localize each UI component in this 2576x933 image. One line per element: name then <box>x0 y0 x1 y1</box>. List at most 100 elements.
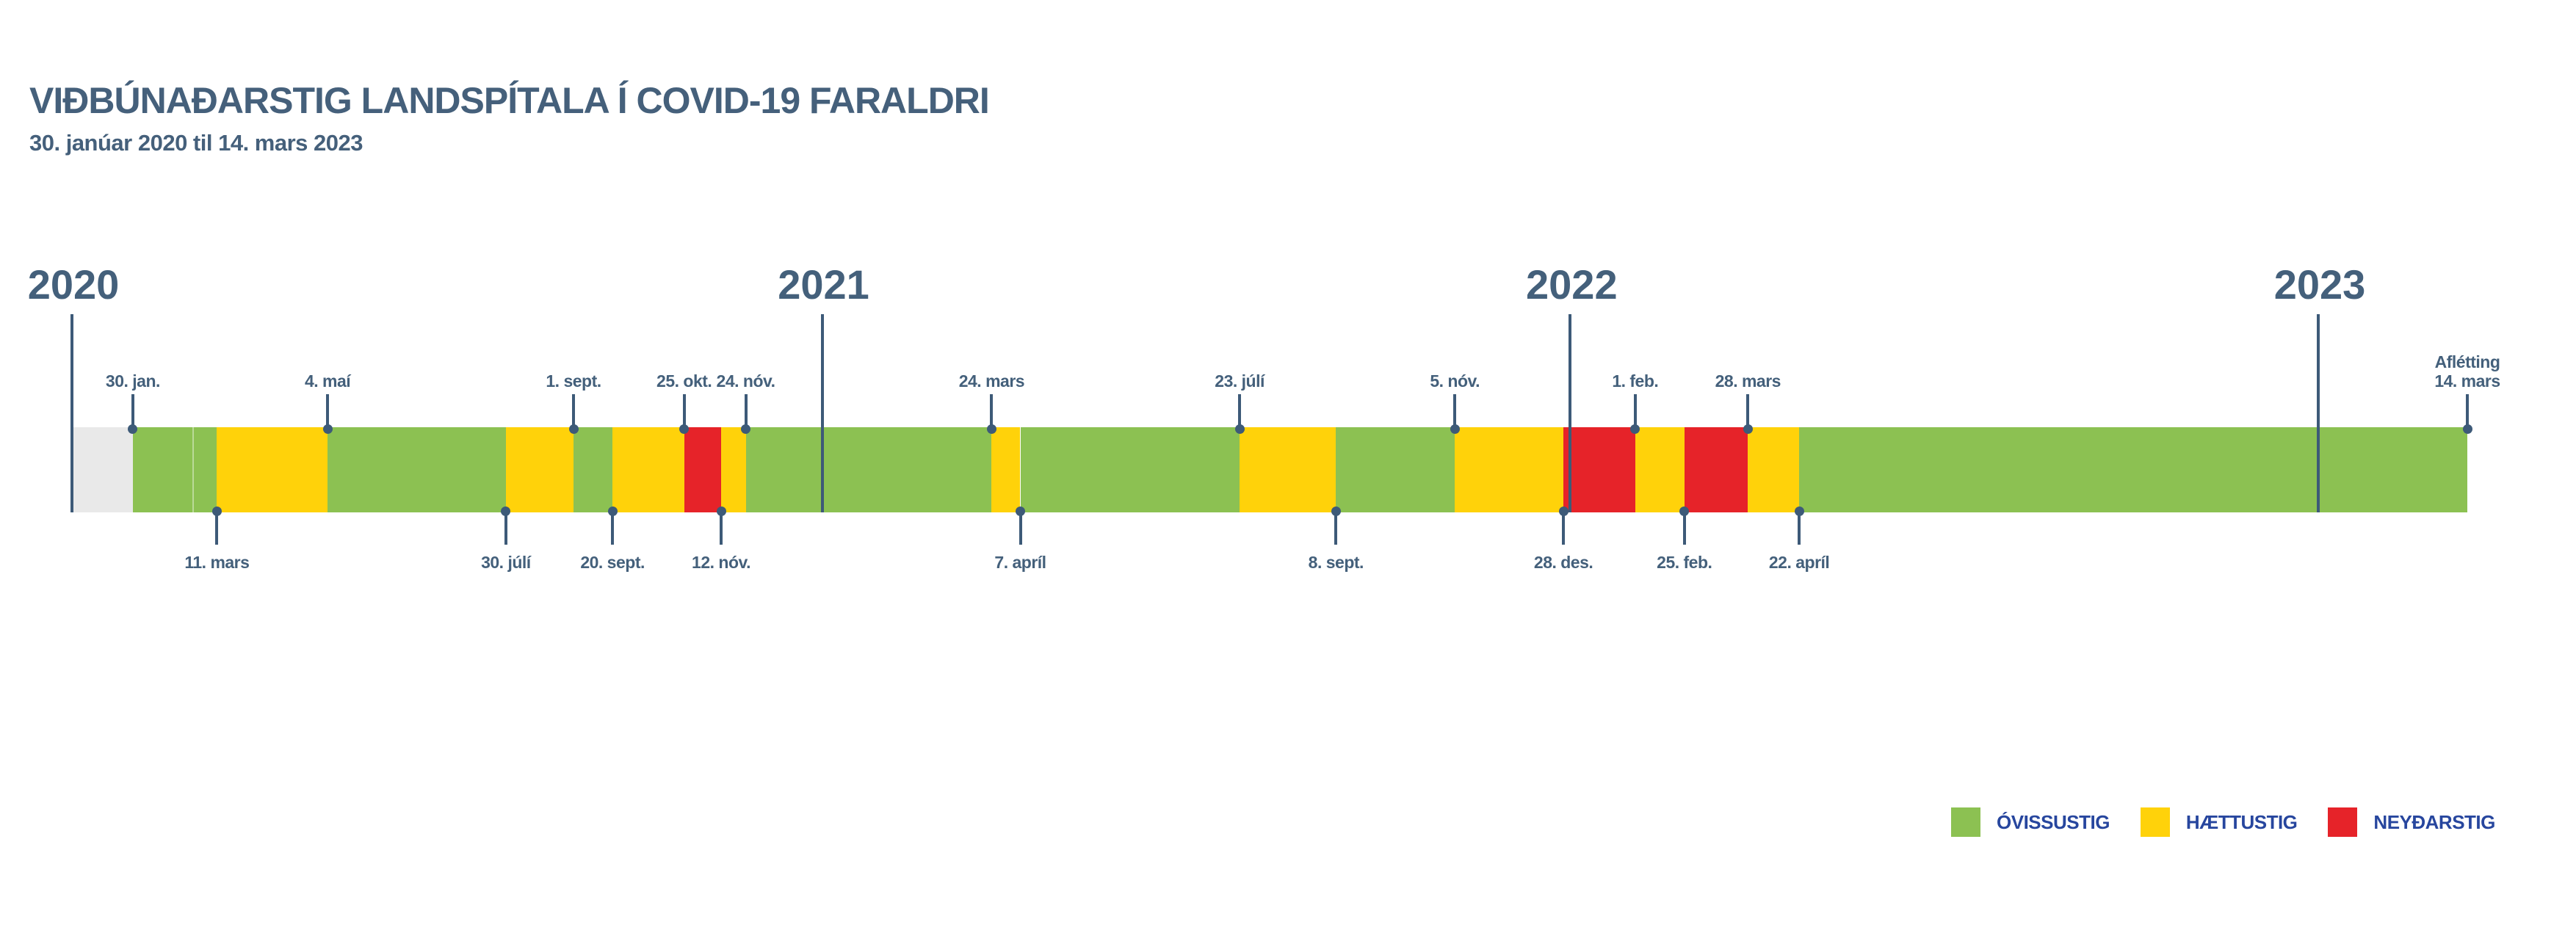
marker-label-bottom: 22. apríl <box>1768 553 1830 572</box>
marker-label-top: 25. okt. <box>656 371 712 391</box>
year-label: 2022 <box>1526 261 1618 308</box>
marker-stem <box>1746 394 1750 430</box>
marker-dot <box>1450 424 1460 434</box>
marker-dot <box>1743 424 1753 434</box>
timeline-segment-ovissustig <box>328 427 506 512</box>
marker-stem <box>1019 509 1022 545</box>
marker-label-top: 1. sept. <box>546 371 601 391</box>
marker-dot <box>607 506 618 516</box>
timeline-segment-ovissustig <box>192 427 217 512</box>
marker-dot <box>211 506 222 516</box>
timeline-segment-haettustig <box>1748 427 1800 512</box>
marker-dot <box>322 424 333 434</box>
marker-label-bottom: 30. júlí <box>481 553 531 572</box>
marker-label-bottom: 8. sept. <box>1308 553 1364 572</box>
marker-stem <box>326 394 330 430</box>
timeline-segment-haettustig <box>721 427 746 512</box>
marker-label-bottom: 11. mars <box>184 553 250 572</box>
marker-stem <box>504 509 507 545</box>
marker-dot <box>1331 506 1341 516</box>
marker-label-top: 5. nóv. <box>1430 371 1480 391</box>
marker-label-top: Aflétting 14. mars <box>2434 352 2500 391</box>
marker-dot <box>1794 506 1804 516</box>
legend-label: NEYÐARSTIG <box>2373 811 2495 833</box>
marker-label-bottom: 12. nóv. <box>692 553 750 572</box>
legend-swatch-neydarstig <box>2328 807 2358 837</box>
marker-stem <box>682 394 686 430</box>
timeline-segment-neydarstig <box>1684 427 1748 512</box>
marker-label-top: 24. nóv. <box>716 371 775 391</box>
marker-label-bottom: 20. sept. <box>580 553 645 572</box>
timeline-segment-ovissustig <box>1020 427 1240 512</box>
timeline-segment-undeclared <box>73 427 133 512</box>
year-gridline <box>2317 314 2320 512</box>
marker-dot <box>1558 506 1569 516</box>
timeline-segment-haettustig <box>1635 427 1685 512</box>
timeline-segment-haettustig <box>1240 427 1336 512</box>
marker-dot <box>2462 424 2472 434</box>
marker-dot <box>986 424 996 434</box>
timeline-segment-haettustig <box>217 427 328 512</box>
marker-stem <box>1562 509 1566 545</box>
marker-dot <box>1016 506 1025 516</box>
marker-label-top: 24. mars <box>958 371 1025 391</box>
chart-title: VIÐBÚNAÐARSTIG LANDSPÍTALA Í COVID-19 FA… <box>29 80 990 121</box>
marker-label-bottom: 28. des. <box>1533 553 1593 572</box>
timeline-segment-haettustig <box>505 427 574 512</box>
marker-label-bottom: 7. apríl <box>994 553 1046 572</box>
marker-stem <box>990 394 994 430</box>
marker-stem <box>572 394 575 430</box>
marker-dot <box>568 424 579 434</box>
marker-label-top: 23. júlí <box>1215 371 1265 391</box>
year-gridline <box>820 314 824 512</box>
legend: ÓVISSUSTIG HÆTTUSTIG NEYÐARSTIG <box>1951 807 2495 837</box>
marker-stem <box>215 509 219 545</box>
timeline-segment-haettustig <box>1455 427 1564 512</box>
marker-dot <box>679 424 690 434</box>
marker-dot <box>1630 424 1640 434</box>
legend-item: ÓVISSUSTIG <box>1951 807 2110 837</box>
legend-item: NEYÐARSTIG <box>2328 807 2495 837</box>
timeline-segment-haettustig <box>612 427 684 512</box>
marker-stem <box>1238 394 1242 430</box>
year-gridline <box>1569 314 1572 512</box>
timeline-segment-haettustig <box>991 427 1021 512</box>
marker-label-bottom: 25. feb. <box>1657 553 1712 572</box>
marker-dot <box>1234 424 1245 434</box>
timeline-segment-ovissustig <box>1336 427 1455 512</box>
year-label: 2020 <box>27 261 120 308</box>
marker-dot <box>128 424 138 434</box>
legend-item: HÆTTUSTIG <box>2140 807 2298 837</box>
timeline-segment-ovissustig <box>745 427 992 512</box>
marker-dot <box>1679 506 1690 516</box>
chart-subtitle: 30. janúar 2020 til 14. mars 2023 <box>29 130 363 156</box>
year-label: 2023 <box>2273 261 2366 308</box>
marker-label-top: 4. maí <box>304 371 351 391</box>
marker-dot <box>741 424 750 434</box>
marker-stem <box>720 509 723 545</box>
timeline-segment-ovissustig <box>132 427 192 512</box>
marker-stem <box>744 394 748 430</box>
year-gridline <box>70 314 73 512</box>
marker-stem <box>131 394 134 430</box>
marker-stem <box>2466 394 2469 430</box>
timeline-segment-ovissustig <box>1799 427 2467 512</box>
legend-swatch-ovissustig <box>1951 807 1980 837</box>
marker-stem <box>611 509 615 545</box>
timeline-bar <box>73 427 2467 512</box>
year-label: 2021 <box>778 261 869 308</box>
marker-dot <box>716 506 726 516</box>
timeline-segment-neydarstig <box>684 427 721 512</box>
marker-label-line2: 14. mars <box>2434 371 2500 391</box>
marker-stem <box>1334 509 1338 545</box>
legend-swatch-haettustig <box>2140 807 2170 837</box>
legend-label: HÆTTUSTIG <box>2185 811 2298 833</box>
legend-label: ÓVISSUSTIG <box>1997 811 2110 833</box>
marker-label-top: 1. feb. <box>1612 371 1659 391</box>
marker-stem <box>1453 394 1457 430</box>
timeline-segment-neydarstig <box>1563 427 1635 512</box>
marker-stem <box>1682 509 1686 545</box>
marker-label-top: 30. jan. <box>105 371 160 391</box>
